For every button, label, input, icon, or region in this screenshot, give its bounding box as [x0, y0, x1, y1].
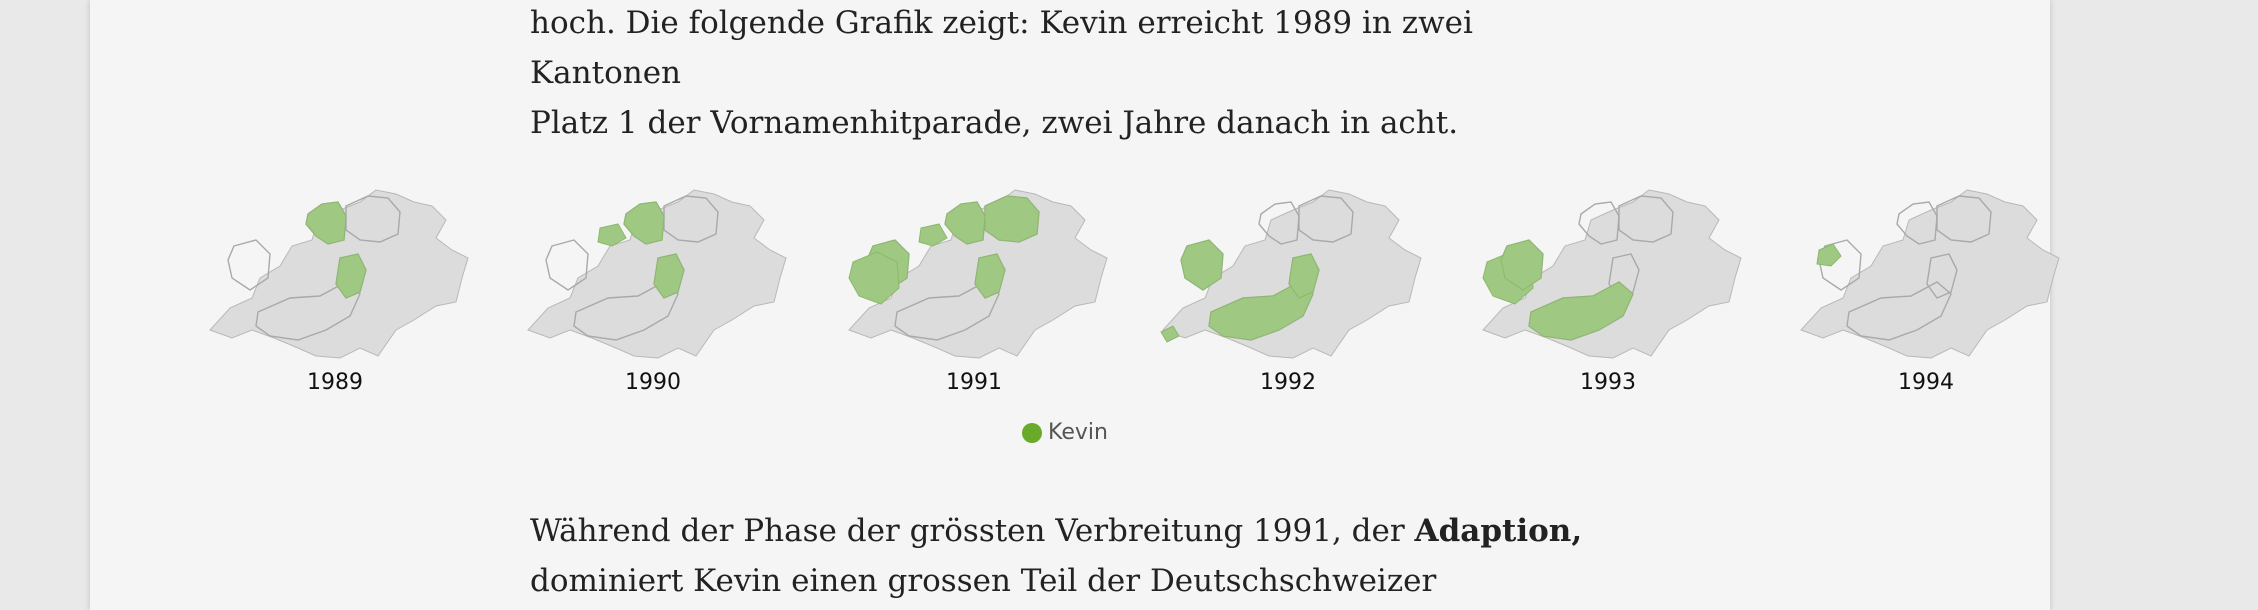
- highlighted-canton: [653, 253, 685, 299]
- map-region-border: [573, 281, 679, 341]
- map-1994: 1994: [1791, 180, 2061, 400]
- switzerland-map: [527, 189, 787, 359]
- switzerland-map: [209, 189, 469, 359]
- highlighted-canton: [1500, 239, 1544, 291]
- paragraph-intro: hoch. Die folgende Grafik zeigt: Kevin e…: [530, 0, 1630, 148]
- map-region-border: [1846, 281, 1952, 341]
- highlighted-canton: [984, 195, 1040, 243]
- map-region-border: [1608, 253, 1640, 299]
- map-region-border: [1578, 201, 1620, 245]
- highlighted-canton: [1160, 325, 1180, 343]
- highlighted-canton: [944, 201, 986, 245]
- map-region-border: [1258, 201, 1300, 245]
- legend-label: Kevin: [1048, 420, 1108, 445]
- map-year-label: 1994: [1898, 370, 1954, 395]
- legend-swatch: [1022, 422, 1042, 443]
- switzerland-map: [848, 189, 1108, 359]
- map-region-border: [894, 281, 1000, 341]
- map-region-border: [545, 239, 589, 291]
- map-year-label: 1992: [1260, 370, 1316, 395]
- map-region-border: [1926, 253, 1958, 299]
- map-1993: 1993: [1473, 180, 1743, 400]
- highlighted-canton: [305, 201, 347, 245]
- chart-legend: Kevin: [1022, 420, 1108, 445]
- switzerland-map: [1160, 189, 1422, 359]
- small-multiples-maps: 1989 1990 1991 1992 1993 1994: [90, 180, 2060, 420]
- map-region-border: [663, 195, 719, 243]
- map-region-border: [1896, 201, 1938, 245]
- paragraph-adaption-line-2: dominiert Kevin einen grossen Teil der D…: [530, 563, 1437, 599]
- switzerland-map: [1482, 189, 1742, 359]
- map-year-label: 1991: [946, 370, 1002, 395]
- map-region-border: [1936, 195, 1992, 243]
- map-1991: 1991: [839, 180, 1109, 400]
- map-country-shape: [1800, 189, 2060, 359]
- highlighted-canton: [597, 223, 627, 247]
- highlighted-canton: [1528, 281, 1634, 341]
- highlighted-canton: [848, 251, 900, 305]
- map-region-border: [227, 239, 271, 291]
- paragraph-intro-line-1: hoch. Die folgende Grafik zeigt: Kevin e…: [530, 5, 1473, 91]
- highlighted-canton: [1288, 253, 1320, 299]
- switzerland-map: [1800, 189, 2060, 359]
- paragraph-adaption-bold: Adaption,: [1414, 513, 1583, 549]
- highlighted-canton: [623, 201, 665, 245]
- map-year-label: 1993: [1580, 370, 1636, 395]
- map-1992: 1992: [1153, 180, 1423, 400]
- map-1990: 1990: [518, 180, 788, 400]
- highlighted-canton: [1208, 281, 1314, 341]
- highlighted-canton: [1816, 243, 1842, 267]
- map-1989: 1989: [200, 180, 470, 400]
- highlighted-canton: [1180, 239, 1224, 291]
- paragraph-adaption: Während der Phase der grössten Verbreitu…: [530, 506, 1630, 606]
- highlighted-canton: [974, 253, 1006, 299]
- map-year-label: 1990: [625, 370, 681, 395]
- map-year-label: 1989: [307, 370, 363, 395]
- highlighted-canton: [335, 253, 367, 299]
- paragraph-intro-line-2: Platz 1 der Vornamenhitparade, zwei Jahr…: [530, 105, 1459, 141]
- paragraph-adaption-line-1: Während der Phase der grössten Verbreitu…: [530, 513, 1415, 549]
- map-region-border: [345, 195, 401, 243]
- highlighted-canton: [918, 223, 948, 247]
- article-page: hoch. Die folgende Grafik zeigt: Kevin e…: [90, 0, 2060, 610]
- map-region-border: [1298, 195, 1354, 243]
- map-region-border: [255, 281, 361, 341]
- map-region-border: [1618, 195, 1674, 243]
